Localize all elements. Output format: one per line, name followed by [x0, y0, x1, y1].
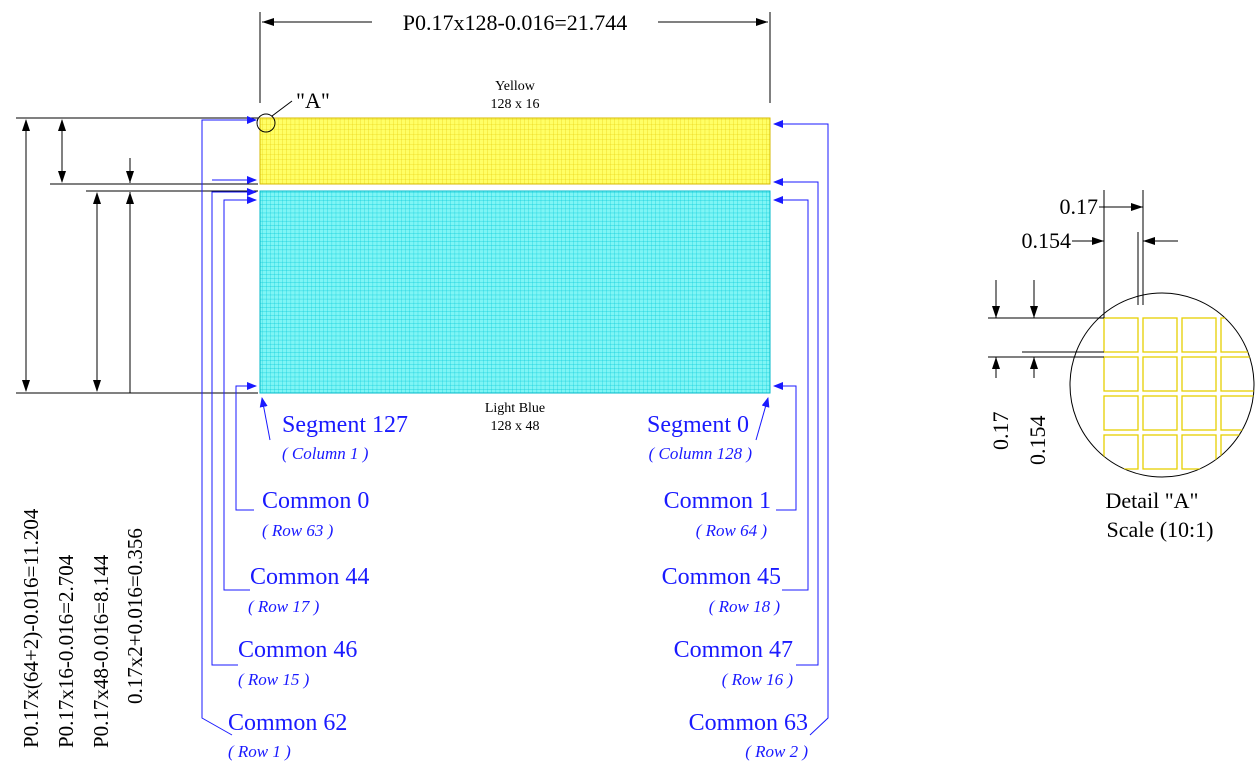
right-leaders: [755, 120, 829, 736]
label-common-46-sub: ( Row 15 ): [238, 670, 310, 689]
display-panel: Yellow 128 x 16 Light Blue 128 x 48: [259, 79, 771, 434]
detail-caption-scale: Scale (10:1): [1107, 517, 1214, 542]
dim-gap-height: 0.17x2+0.016=0.356: [123, 528, 147, 704]
dim-yellow-height: P0.17x16-0.016=2.704: [54, 554, 78, 748]
label-common-45: Common 45: [662, 564, 781, 590]
detail-a-view: 0.17 0.154 0.17 0.154 Detail "A" Scale (…: [988, 190, 1255, 542]
yellow-area: [259, 117, 771, 185]
label-segment-127-sub: ( Column 1 ): [282, 444, 369, 463]
top-dimension-label: P0.17x128-0.016=21.744: [403, 10, 627, 35]
yellow-name: Yellow: [495, 79, 536, 94]
label-common-63-sub: ( Row 2 ): [745, 742, 808, 761]
dim-total-height: P0.17x(64+2)-0.016=11.204: [19, 508, 43, 748]
detail-pitch-top: 0.17: [1060, 194, 1099, 219]
top-dimension: P0.17x128-0.016=21.744: [259, 10, 771, 103]
label-common-47: Common 47: [674, 637, 793, 663]
detail-a-label: "A": [296, 88, 330, 113]
detail-caption-title: Detail "A": [1105, 488, 1198, 513]
label-common-47-sub: ( Row 16 ): [722, 670, 794, 689]
label-common-46: Common 46: [238, 637, 357, 663]
blue-size: 128 x 48: [491, 419, 540, 434]
label-segment-127: Segment 127: [282, 412, 408, 438]
blue-area: [259, 190, 771, 394]
label-common-0: Common 0: [262, 488, 369, 514]
left-leaders: [201, 116, 271, 736]
label-common-44-sub: ( Row 17 ): [248, 597, 320, 616]
detail-pitch-left: 0.17: [988, 412, 1013, 451]
detail-width-left: 0.154: [1025, 416, 1050, 466]
label-common-45-sub: ( Row 18 ): [709, 597, 781, 616]
yellow-size: 128 x 16: [491, 97, 540, 112]
label-common-62: Common 62: [228, 710, 347, 736]
detail-width-top: 0.154: [1022, 228, 1072, 253]
detail-a-marker: "A": [256, 88, 330, 133]
label-common-44: Common 44: [250, 564, 369, 590]
detail-circle: [1069, 292, 1255, 478]
label-common-62-sub: ( Row 1 ): [228, 742, 291, 761]
label-common-63: Common 63: [689, 710, 808, 736]
left-labels: Segment 127 ( Column 1 ) Common 0 ( Row …: [228, 412, 408, 761]
detail-pixel-grid: [1103, 317, 1254, 470]
left-dimensions: P0.17x(64+2)-0.016=11.204 P0.17x16-0.016…: [16, 117, 258, 748]
label-segment-0-sub: ( Column 128 ): [649, 444, 753, 463]
label-common-1-sub: ( Row 64 ): [696, 521, 768, 540]
dim-blue-height: P0.17x48-0.016=8.144: [89, 554, 113, 748]
blue-name: Light Blue: [485, 401, 545, 416]
label-common-0-sub: ( Row 63 ): [262, 521, 334, 540]
label-common-1: Common 1: [664, 488, 771, 514]
label-segment-0: Segment 0: [647, 412, 749, 438]
right-labels: Segment 0 ( Column 128 ) Common 1 ( Row …: [647, 412, 808, 761]
